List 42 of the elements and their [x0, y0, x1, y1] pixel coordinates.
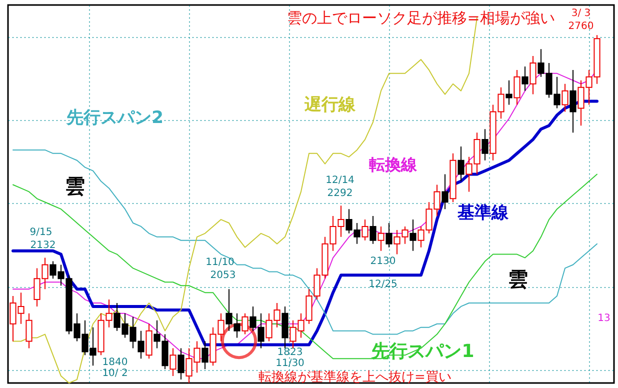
- annotation: 11/30: [276, 358, 304, 369]
- series-label: 基準線: [456, 203, 510, 223]
- candlestick: [562, 83, 568, 112]
- annotation: 雲: [65, 174, 85, 198]
- annotation: 9/15: [30, 227, 52, 238]
- annotation: 12/14: [326, 175, 354, 186]
- annotation: 1840: [102, 357, 128, 368]
- candlestick: [442, 174, 448, 210]
- annotation: 雲: [508, 267, 528, 291]
- annotation: 12/25: [368, 279, 398, 290]
- candlestick: [362, 219, 368, 241]
- annotation: 11/10: [206, 257, 234, 268]
- annotation: 13: [598, 313, 610, 324]
- series-label: 先行スパン2: [66, 108, 164, 128]
- annotation: 2130: [370, 256, 396, 267]
- text: 転換線: [369, 155, 418, 174]
- candlestick: [378, 226, 384, 252]
- candlestick: [410, 219, 416, 252]
- text: 3/ 3: [571, 8, 591, 19]
- candlestick: [458, 146, 464, 182]
- series-label: 遅行線: [304, 95, 356, 115]
- candlestick: [26, 312, 32, 349]
- candlestick: [506, 80, 512, 106]
- candlestick: [482, 128, 488, 161]
- candlestick: [570, 69, 576, 134]
- annotation: 1823: [277, 347, 303, 358]
- candlestick: [386, 222, 392, 248]
- candlestick: [514, 69, 520, 106]
- annotation: 2053: [210, 270, 236, 281]
- candlestick: [522, 66, 528, 92]
- annotation: 10/ 2: [102, 368, 128, 379]
- text: 雲の上でローソク足が推移=相場が強い: [287, 9, 555, 27]
- candlestick: [170, 348, 176, 377]
- candlestick: [202, 340, 208, 370]
- candlestick: [242, 312, 248, 335]
- candlestick: [178, 348, 184, 380]
- text: 2760: [568, 21, 594, 32]
- annotation: 転換線が基準線を上へ抜け=買い: [258, 370, 452, 385]
- annotation: 2132: [30, 240, 56, 251]
- annotation: 2292: [327, 188, 353, 199]
- candlestick: [370, 216, 376, 244]
- candlestick: [530, 56, 536, 95]
